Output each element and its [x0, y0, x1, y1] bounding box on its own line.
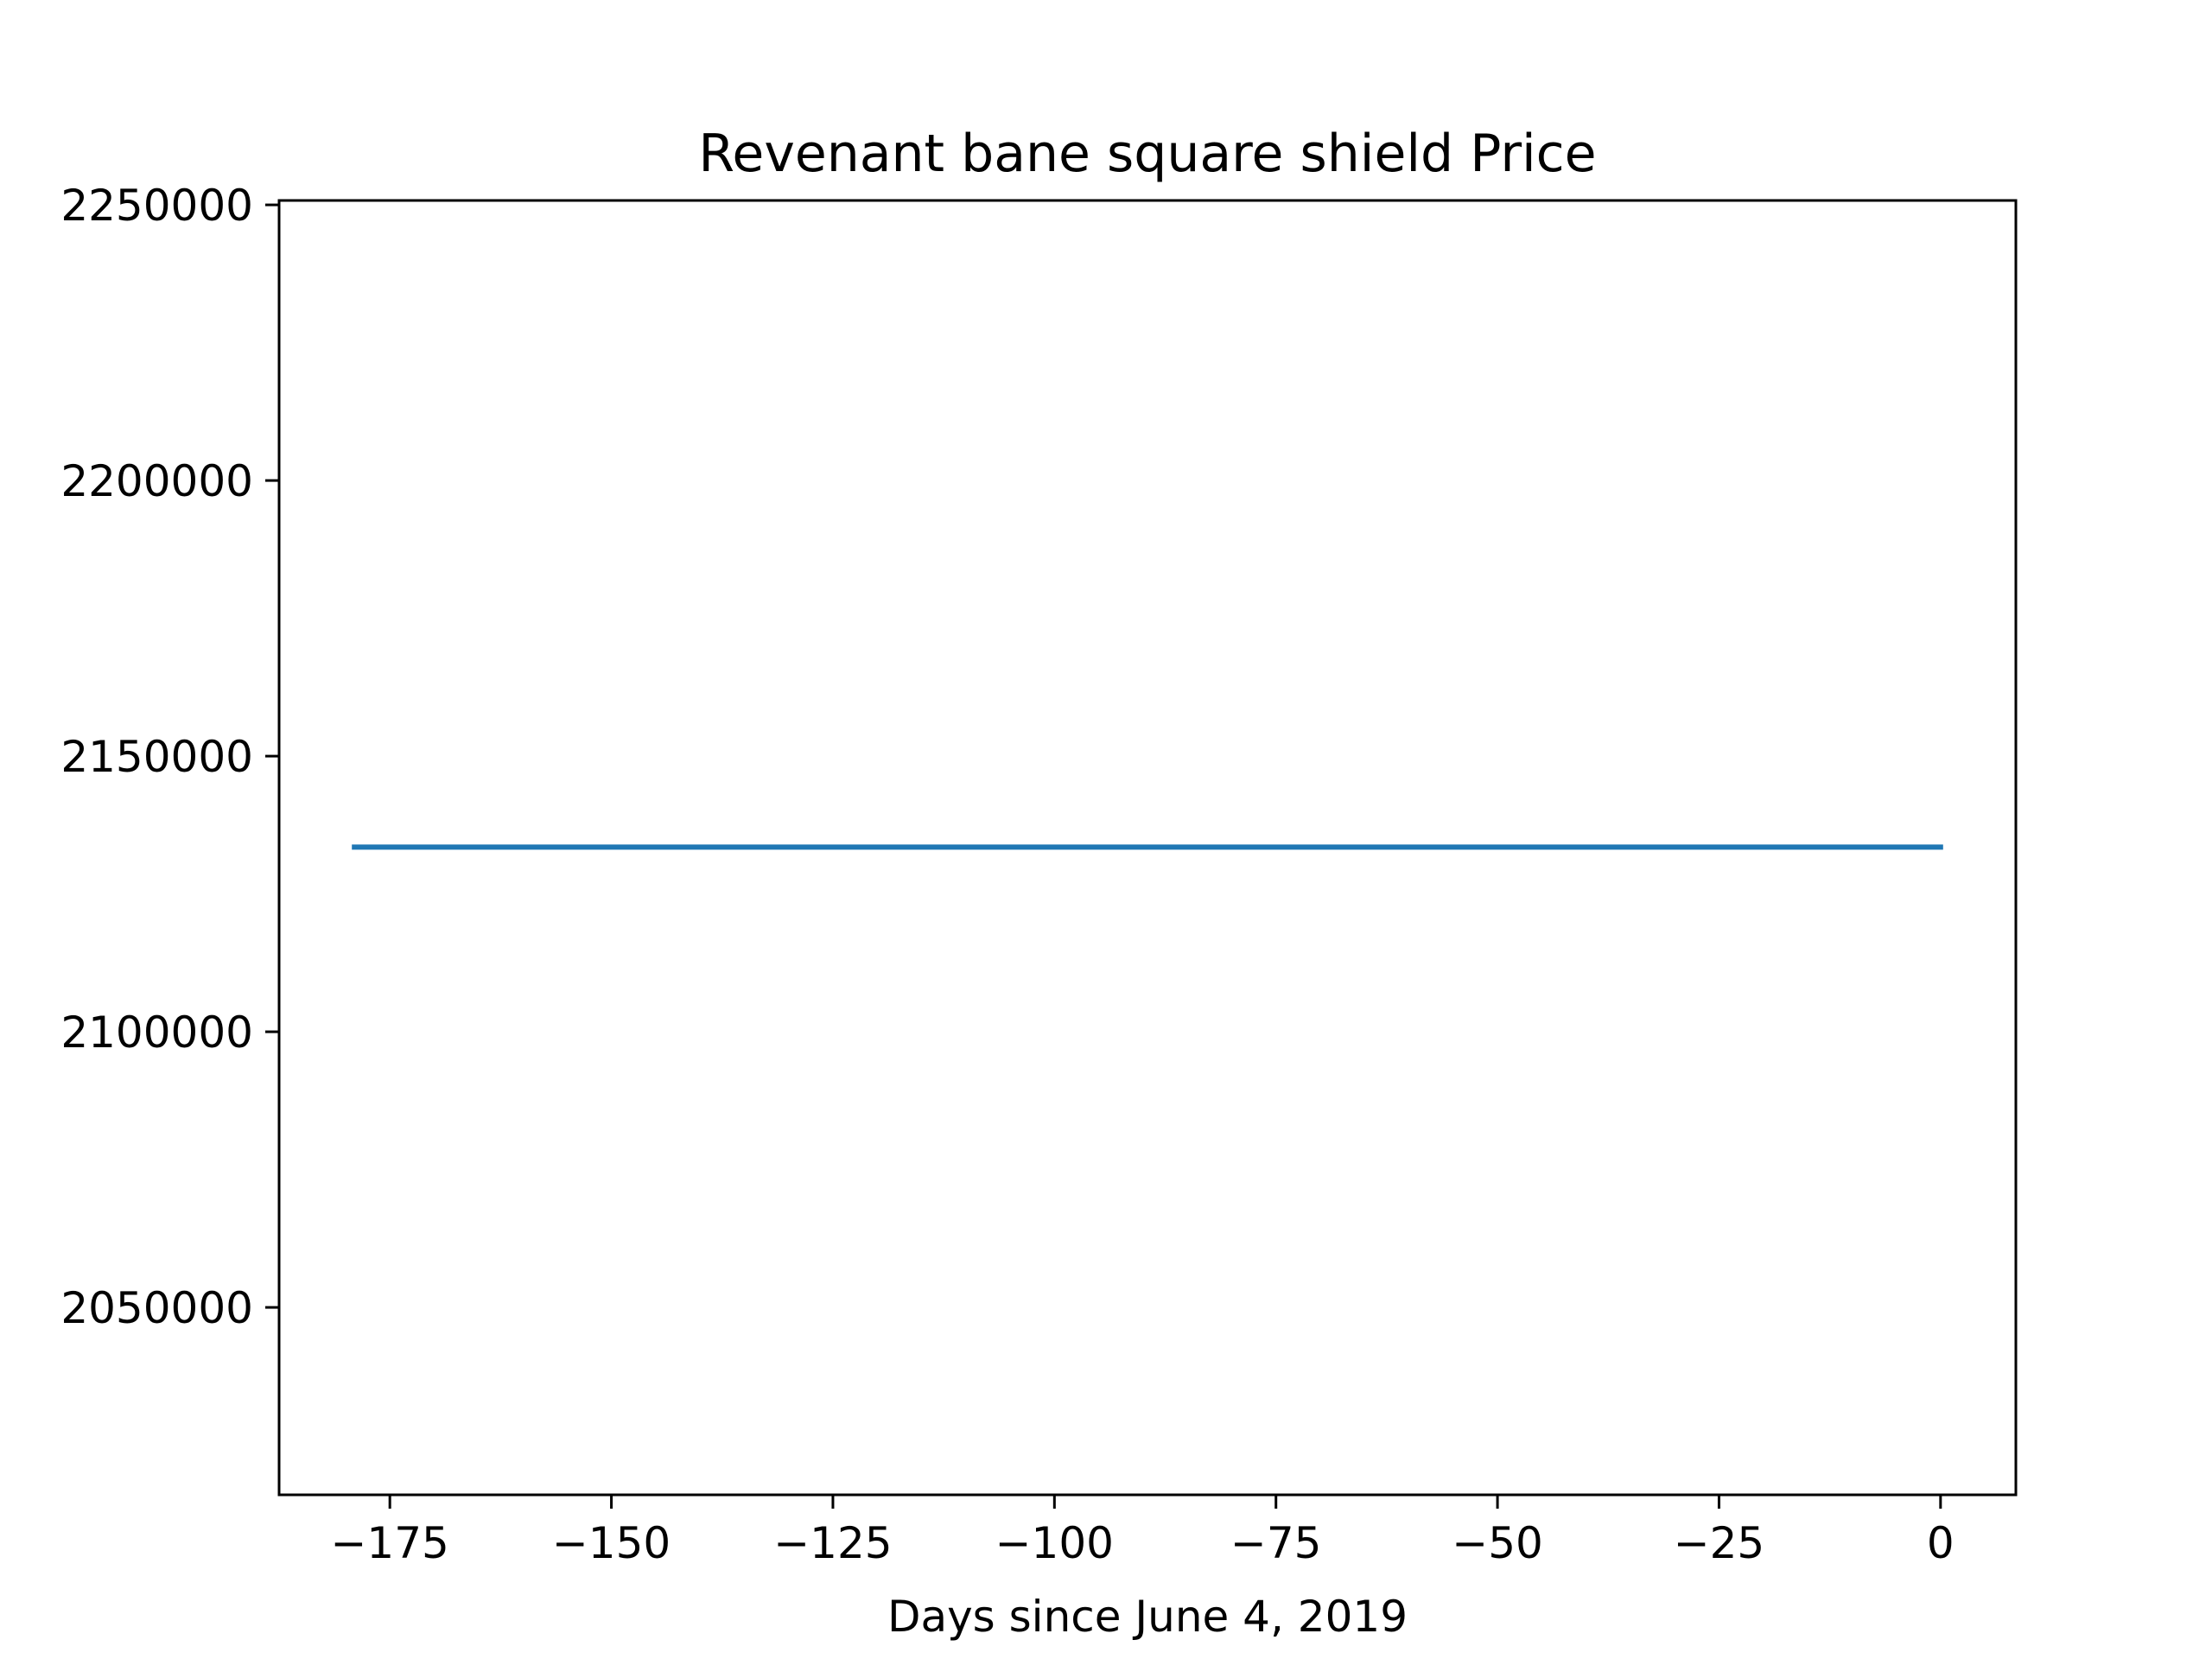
y-axis: 2050000 2100000 2150000 2200000 2250000 — [60, 181, 279, 1333]
x-tick-label: −100 — [995, 1518, 1114, 1568]
x-axis-label: Days since June 4, 2019 — [887, 1592, 1408, 1642]
y-tick-label: 2050000 — [60, 1283, 253, 1333]
y-tick-label: 2150000 — [60, 732, 253, 782]
x-tick-label: −125 — [773, 1518, 892, 1568]
x-tick-label: −50 — [1452, 1518, 1543, 1568]
x-tick-label: 0 — [1927, 1518, 1955, 1568]
y-tick-label: 2250000 — [60, 181, 253, 231]
x-tick-label: −150 — [552, 1518, 671, 1568]
chart-title: Revenant bane square shield Price — [698, 124, 1596, 184]
x-tick-label: −25 — [1674, 1518, 1765, 1568]
x-tick-label: −75 — [1230, 1518, 1322, 1568]
x-axis: −175 −150 −125 −100 −75 −50 −25 0 — [331, 1495, 1955, 1568]
y-tick-label: 2100000 — [60, 1007, 253, 1058]
x-tick-label: −175 — [331, 1518, 449, 1568]
plot-frame — [277, 199, 2018, 1497]
y-tick-label: 2200000 — [60, 456, 253, 506]
